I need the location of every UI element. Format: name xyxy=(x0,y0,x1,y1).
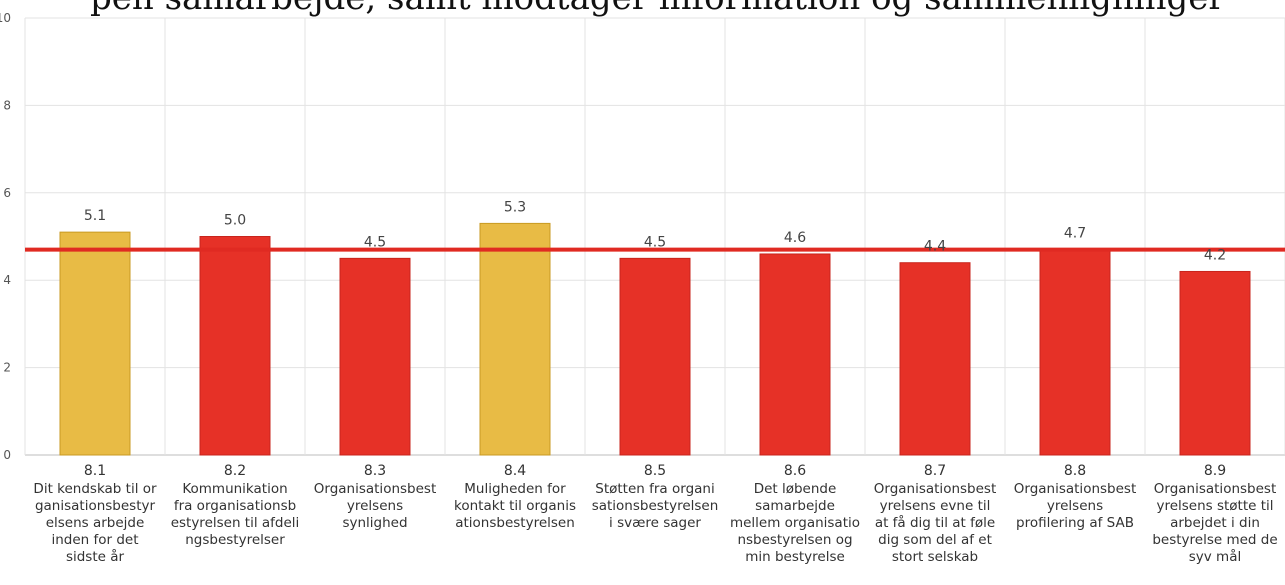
category-code: 8.2 xyxy=(224,463,246,479)
labels-layer: 0 2 4 6 8 10 5.1 8.1 Dit kendskab til organisati… xyxy=(0,11,1278,565)
category-label-line: Organisationsbest xyxy=(1154,481,1277,497)
category-label-line: bestyrelse med de xyxy=(1152,532,1277,548)
category-label-line: stort selskab xyxy=(892,549,978,565)
value-label: 4.5 xyxy=(364,234,386,250)
bar xyxy=(619,257,691,456)
category-label-line: at få dig til at føle xyxy=(875,514,995,531)
bar xyxy=(1179,270,1251,456)
category-label-line: ationsbestyrelsen xyxy=(455,515,575,531)
category-label-line: Organisationsbest xyxy=(314,481,437,497)
value-label: 4.4 xyxy=(924,239,946,255)
category-label-line: Kommunikation xyxy=(182,481,287,497)
category-label-line: yrelsens xyxy=(347,498,403,514)
category-label-line: mellem organisatio xyxy=(730,515,860,531)
category-label-line: syv mål xyxy=(1189,548,1241,565)
category-label-line: profilering af SAB xyxy=(1016,515,1134,531)
category-label-line: Støtten fra organi xyxy=(595,481,714,497)
y-tick-label: 10 xyxy=(0,11,11,25)
category-label-line: synlighed xyxy=(342,515,407,531)
category-label-line: ganisationsbestyr xyxy=(35,498,156,514)
category-label-line: min bestyrelse xyxy=(745,549,845,565)
value-label: 4.2 xyxy=(1204,247,1226,263)
bar xyxy=(339,257,411,456)
category-code: 8.6 xyxy=(784,463,806,479)
bars-layer xyxy=(59,222,1251,456)
bar xyxy=(1039,249,1111,456)
value-label: 5.0 xyxy=(224,213,246,229)
category-code: 8.3 xyxy=(364,463,386,479)
category-label-line: i svære sager xyxy=(609,515,701,531)
category-code: 8.4 xyxy=(504,463,526,479)
category-label-line: ngsbestyrelser xyxy=(185,532,285,548)
partial-header-text: pen samarbejde, samt modtager informatio… xyxy=(90,0,1225,18)
category-label-line: nsbestyrelsen og xyxy=(737,532,852,548)
value-label: 5.3 xyxy=(504,199,526,215)
category-label-line: Organisationsbest xyxy=(1014,481,1137,497)
category-label-line: kontakt til organis xyxy=(454,498,576,514)
value-label: 4.6 xyxy=(784,230,806,246)
category-label-line: yrelsens evne til xyxy=(880,498,991,514)
category-label-line: estyrelsen til afdeli xyxy=(171,515,300,531)
y-tick-label: 6 xyxy=(3,186,11,200)
category-label-line: sationsbestyrelsen xyxy=(592,498,719,514)
bar xyxy=(759,253,831,456)
bar xyxy=(59,231,131,456)
bar xyxy=(199,236,271,456)
category-label-line: dig som del af et xyxy=(878,532,992,548)
value-label: 5.1 xyxy=(84,208,106,224)
y-tick-label: 8 xyxy=(3,98,11,112)
y-tick-label: 4 xyxy=(3,273,11,287)
y-tick-label: 2 xyxy=(3,361,11,375)
category-label-line: arbejdet i din xyxy=(1170,515,1260,531)
category-label-line: Muligheden for xyxy=(464,481,566,497)
category-label-line: Organisationsbest xyxy=(874,481,997,497)
category-label-line: yrelsens støtte til xyxy=(1156,498,1273,514)
bar xyxy=(479,222,551,456)
category-label-line: elsens arbejde xyxy=(46,515,145,531)
category-code: 8.1 xyxy=(84,463,106,479)
value-label: 4.5 xyxy=(644,234,666,250)
category-code: 8.8 xyxy=(1064,463,1086,479)
category-label-line: fra organisationsb xyxy=(174,498,296,514)
category-label-line: Dit kendskab til or xyxy=(33,481,157,497)
category-label-line: Det løbende xyxy=(754,481,837,497)
category-label-line: yrelsens xyxy=(1047,498,1103,514)
category-code: 8.5 xyxy=(644,463,666,479)
category-label-line: samarbejde xyxy=(755,498,835,514)
bar xyxy=(899,262,971,456)
category-code: 8.7 xyxy=(924,463,946,479)
category-code: 8.9 xyxy=(1204,463,1226,479)
y-tick-label: 0 xyxy=(3,448,11,462)
category-label-line: inden for det xyxy=(51,532,138,548)
category-label-line: sidste år xyxy=(66,548,125,565)
value-label: 4.7 xyxy=(1064,226,1086,242)
